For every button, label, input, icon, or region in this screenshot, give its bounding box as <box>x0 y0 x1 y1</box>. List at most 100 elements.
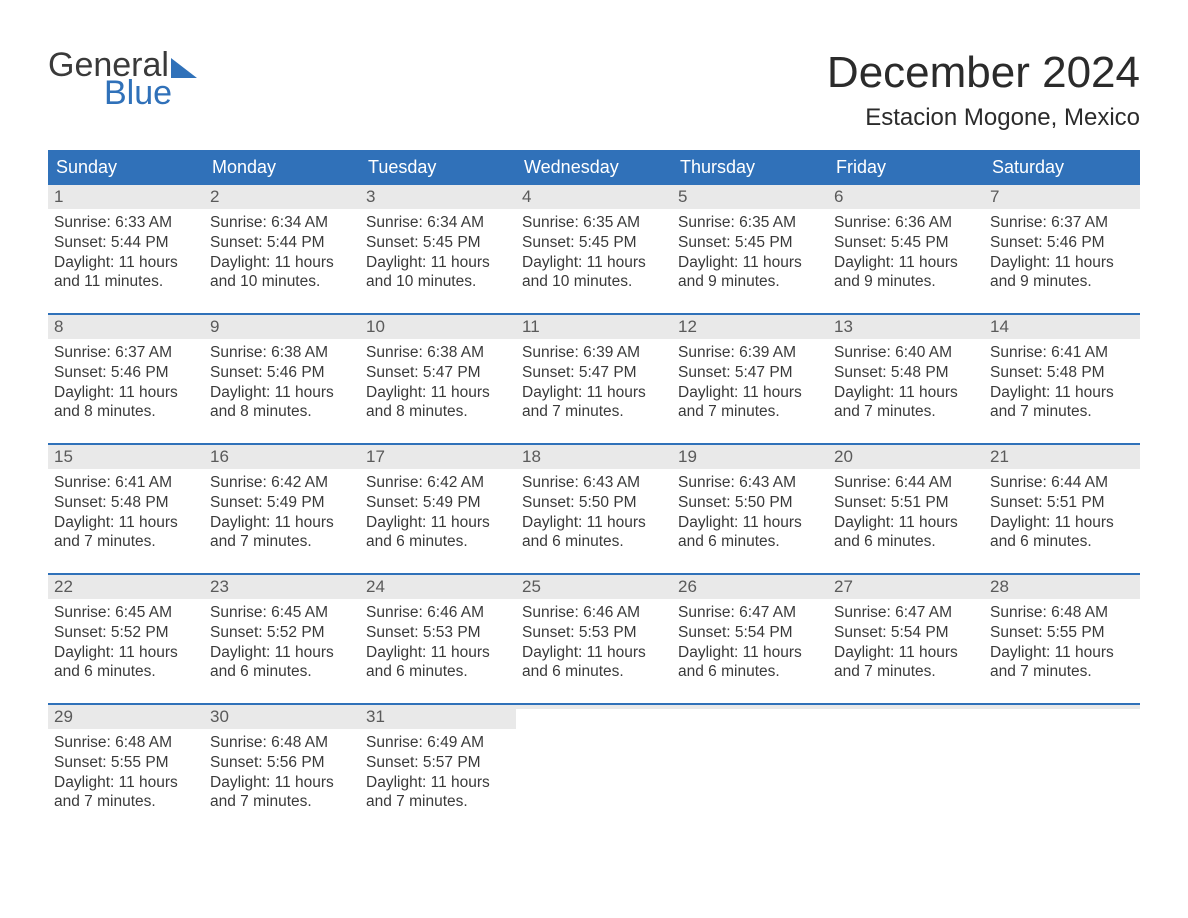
day-cell: 17 Sunrise: 6:42 AMSunset: 5:49 PMDayligh… <box>360 445 516 573</box>
day-number: 31 <box>366 707 385 726</box>
day-cell: 7Sunrise: 6:37 AMSunset: 5:46 PMDaylight… <box>984 185 1140 313</box>
weekday-header: Saturday <box>984 150 1140 185</box>
day-body: Sunrise: 6:37 AMSunset: 5:46 PMDaylight:… <box>48 339 204 428</box>
day-number: 12 <box>678 317 697 336</box>
daylight-text: Daylight: 11 hours and 10 minutes. <box>366 253 510 293</box>
sunrise-text: Sunrise: 6:47 AM <box>678 603 822 623</box>
sunset-text: Sunset: 5:55 PM <box>54 753 198 773</box>
day-cell: 24Sunrise: 6:46 AMSunset: 5:53 PMDayligh… <box>360 575 516 703</box>
day-cell: 12Sunrise: 6:39 AMSunset: 5:47 PMDayligh… <box>672 315 828 443</box>
day-number: 10 <box>366 317 385 336</box>
sunset-text: Sunset: 5:52 PM <box>210 623 354 643</box>
weekday-header: Thursday <box>672 150 828 185</box>
day-number: 18 <box>522 447 541 466</box>
day-number-row: 30 <box>204 705 360 729</box>
day-number: 4 <box>522 187 531 206</box>
daylight-text: Daylight: 11 hours and 9 minutes. <box>834 253 978 293</box>
sunrise-text: Sunrise: 6:42 AM <box>366 473 510 493</box>
sunset-text: Sunset: 5:46 PM <box>990 233 1134 253</box>
day-cell <box>516 705 672 833</box>
sunset-text: Sunset: 5:46 PM <box>210 363 354 383</box>
day-body: Sunrise: 6:48 AMSunset: 5:55 PMDaylight:… <box>48 729 204 818</box>
sunrise-text: Sunrise: 6:47 AM <box>834 603 978 623</box>
day-number-row: 6 <box>828 185 984 209</box>
day-cell: 26 Sunrise: 6:47 AMSunset: 5:54 PMDayligh… <box>672 575 828 703</box>
daylight-text: Daylight: 11 hours and 7 minutes. <box>834 383 978 423</box>
day-body: Sunrise: 6:35 AMSunset: 5:45 PMDaylight:… <box>672 209 828 298</box>
day-number: 30 <box>210 707 229 726</box>
day-number: 26 <box>678 577 697 596</box>
day-number: 5 <box>678 187 687 206</box>
day-number-row: 4 <box>516 185 672 209</box>
sunrise-text: Sunrise: 6:35 AM <box>522 213 666 233</box>
sunset-text: Sunset: 5:44 PM <box>54 233 198 253</box>
sunset-text: Sunset: 5:49 PM <box>366 493 510 513</box>
sunset-text: Sunset: 5:50 PM <box>678 493 822 513</box>
day-body: Sunrise: 6:42 AMSunset: 5:49 PMDaylight:… <box>204 469 360 558</box>
sunrise-text: Sunrise: 6:43 AM <box>522 473 666 493</box>
sunrise-text: Sunrise: 6:38 AM <box>366 343 510 363</box>
day-number-row: 11 <box>516 315 672 339</box>
daylight-text: Daylight: 11 hours and 7 minutes. <box>990 383 1134 423</box>
sunrise-text: Sunrise: 6:48 AM <box>210 733 354 753</box>
day-body: Sunrise: 6:48 AMSunset: 5:56 PMDaylight:… <box>204 729 360 818</box>
day-cell: 11Sunrise: 6:39 AMSunset: 5:47 PMDayligh… <box>516 315 672 443</box>
day-number-row: 26 <box>672 575 828 599</box>
day-cell: 30 Sunrise: 6:48 AMSunset: 5:56 PMDayligh… <box>204 705 360 833</box>
day-number-row: 5 <box>672 185 828 209</box>
logo-text-2: Blue <box>48 76 197 110</box>
day-number-row: 18 <box>516 445 672 469</box>
day-cell: 23Sunrise: 6:45 AMSunset: 5:52 PMDayligh… <box>204 575 360 703</box>
sunrise-text: Sunrise: 6:39 AM <box>522 343 666 363</box>
daylight-text: Daylight: 11 hours and 7 minutes. <box>54 773 198 813</box>
day-body: Sunrise: 6:46 AMSunset: 5:53 PMDaylight:… <box>516 599 672 688</box>
day-number: 20 <box>834 447 853 466</box>
daylight-text: Daylight: 11 hours and 7 minutes. <box>210 773 354 813</box>
sunset-text: Sunset: 5:57 PM <box>366 753 510 773</box>
sunset-text: Sunset: 5:54 PM <box>834 623 978 643</box>
day-cell <box>828 705 984 833</box>
sunset-text: Sunset: 5:51 PM <box>990 493 1134 513</box>
sunrise-text: Sunrise: 6:42 AM <box>210 473 354 493</box>
day-cell: 3Sunrise: 6:34 AMSunset: 5:45 PMDaylight… <box>360 185 516 313</box>
day-number-row: 10 <box>360 315 516 339</box>
weekday-header: Friday <box>828 150 984 185</box>
day-number-row: 25 <box>516 575 672 599</box>
day-cell: 1Sunrise: 6:33 AMSunset: 5:44 PMDaylight… <box>48 185 204 313</box>
sunrise-text: Sunrise: 6:38 AM <box>210 343 354 363</box>
sunset-text: Sunset: 5:55 PM <box>990 623 1134 643</box>
day-number: 7 <box>990 187 999 206</box>
day-number: 17 <box>366 447 385 466</box>
weekday-header: Tuesday <box>360 150 516 185</box>
day-body: Sunrise: 6:46 AMSunset: 5:53 PMDaylight:… <box>360 599 516 688</box>
day-number-row: 15 <box>48 445 204 469</box>
week-row: 22Sunrise: 6:45 AMSunset: 5:52 PMDayligh… <box>48 573 1140 703</box>
day-number: 28 <box>990 577 1009 596</box>
day-body: Sunrise: 6:42 AMSunset: 5:49 PMDaylight:… <box>360 469 516 558</box>
sunset-text: Sunset: 5:45 PM <box>678 233 822 253</box>
daylight-text: Daylight: 11 hours and 6 minutes. <box>210 643 354 683</box>
sunrise-text: Sunrise: 6:41 AM <box>54 473 198 493</box>
sunset-text: Sunset: 5:56 PM <box>210 753 354 773</box>
day-number: 27 <box>834 577 853 596</box>
daylight-text: Daylight: 11 hours and 9 minutes. <box>678 253 822 293</box>
week-row: 15Sunrise: 6:41 AMSunset: 5:48 PMDayligh… <box>48 443 1140 573</box>
day-number: 23 <box>210 577 229 596</box>
sunrise-text: Sunrise: 6:48 AM <box>990 603 1134 623</box>
day-number: 2 <box>210 187 219 206</box>
day-cell: 8Sunrise: 6:37 AMSunset: 5:46 PMDaylight… <box>48 315 204 443</box>
day-body: Sunrise: 6:47 AMSunset: 5:54 PMDaylight:… <box>672 599 828 688</box>
sunset-text: Sunset: 5:51 PM <box>834 493 978 513</box>
sunset-text: Sunset: 5:48 PM <box>834 363 978 383</box>
daylight-text: Daylight: 11 hours and 6 minutes. <box>366 513 510 553</box>
calendar: Sunday Monday Tuesday Wednesday Thursday… <box>48 150 1140 833</box>
day-number-row: 23 <box>204 575 360 599</box>
day-body: Sunrise: 6:40 AMSunset: 5:48 PMDaylight:… <box>828 339 984 428</box>
day-body: Sunrise: 6:41 AMSunset: 5:48 PMDaylight:… <box>48 469 204 558</box>
daylight-text: Daylight: 11 hours and 8 minutes. <box>210 383 354 423</box>
day-cell: 19Sunrise: 6:43 AMSunset: 5:50 PMDayligh… <box>672 445 828 573</box>
day-number-row: 2 <box>204 185 360 209</box>
weekday-header: Monday <box>204 150 360 185</box>
daylight-text: Daylight: 11 hours and 9 minutes. <box>990 253 1134 293</box>
day-body: Sunrise: 6:33 AMSunset: 5:44 PMDaylight:… <box>48 209 204 298</box>
